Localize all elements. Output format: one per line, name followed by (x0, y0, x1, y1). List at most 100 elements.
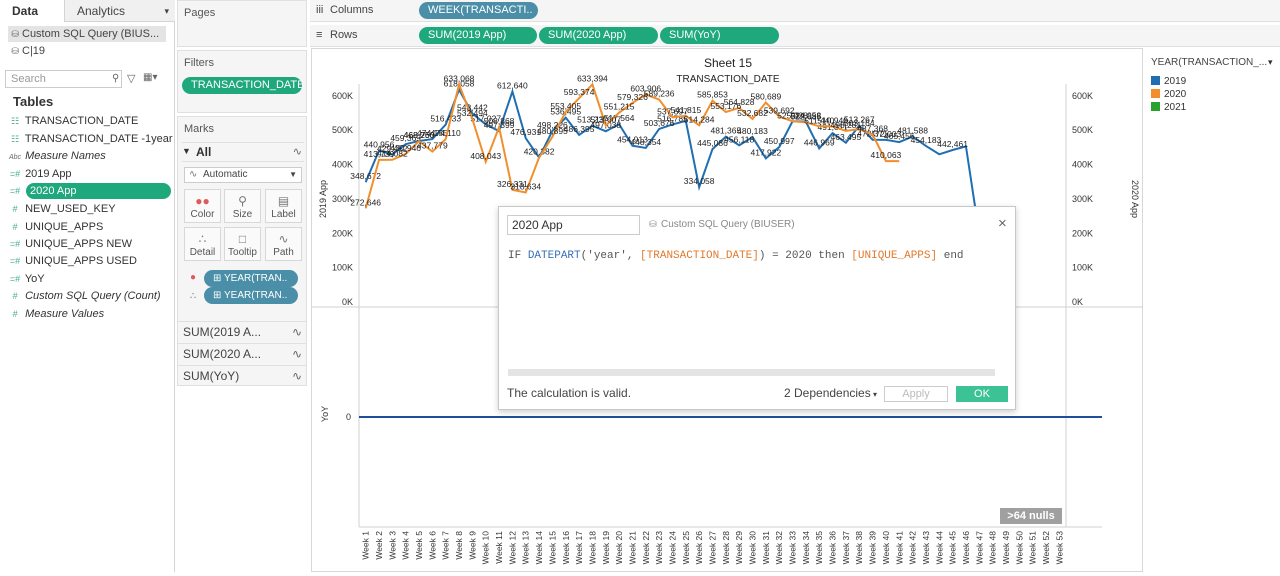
x-tick-label: Week 10 (481, 531, 491, 565)
chevron-icon: ▾ (164, 6, 169, 16)
y-tick-left: 100K (332, 263, 353, 273)
ok-button[interactable]: OK (956, 386, 1008, 402)
size-button[interactable]: ⚲ Size (224, 189, 261, 223)
card-sum-2020-app[interactable]: SUM(2020 A... ∿ (178, 343, 306, 363)
legend-item-2021[interactable]: 2021 (1151, 102, 1186, 113)
data-label-2020: 589,236 (644, 89, 675, 99)
field-2020-app[interactable]: 2020 App (26, 183, 171, 199)
tooltip-button[interactable]: □ Tooltip (224, 227, 261, 261)
rows-pill-2019-app[interactable]: SUM(2019 App) (419, 27, 537, 44)
detail-button[interactable]: ∴ Detail (184, 227, 221, 261)
data-label-2019: 513,267 (844, 115, 875, 125)
formula-field-apps: [UNIQUE_APPS] (851, 250, 938, 262)
legend-title: YEAR(TRANSACTION_... (1151, 57, 1268, 68)
x-tick-label: Week 51 (1028, 531, 1038, 565)
path-button[interactable]: ∿ Path (265, 227, 302, 261)
tab-data[interactable]: Data (0, 0, 64, 22)
marks-pill-year-detail[interactable]: ⊞ YEAR(TRAN.. (204, 287, 298, 304)
columns-shelf[interactable]: iii Columns WEEK(TRANSACTI.. (310, 0, 1280, 22)
color-button[interactable]: ●● Color (184, 189, 221, 223)
nulls-badge[interactable]: >64 nulls (1000, 508, 1062, 524)
data-label-2019: 513,237 (577, 115, 608, 125)
data-label-2020: 553,405 (550, 101, 581, 111)
data-label-2020: 532,682 (737, 108, 768, 118)
filter-pill-transaction-date[interactable]: TRANSACTION_DATE (182, 77, 302, 94)
x-tick-label: Week 32 (774, 531, 784, 565)
calc-name-input[interactable]: 2020 App (507, 215, 640, 235)
search-input[interactable]: Search (5, 70, 122, 88)
field-new-used-key[interactable]: # NEW_USED_KEY (8, 201, 171, 217)
tab-analytics[interactable]: Analytics ▾ (64, 0, 175, 22)
datasource-item[interactable]: ⛁ Custom SQL Query (BIUS... (8, 26, 166, 42)
field-measure-names[interactable]: Abc Measure Names (8, 148, 171, 164)
x-tick-label: Week 45 (948, 531, 958, 565)
rows-pill-2020-app[interactable]: SUM(2020 App) (539, 27, 658, 44)
datasource-item[interactable]: ⛁ C|19 (8, 43, 166, 59)
data-label-2019: 334,058 (684, 176, 715, 186)
field-unique-apps[interactable]: # UNIQUE_APPS (8, 219, 171, 235)
formula-field-date: [TRANSACTION_DATE] (640, 250, 759, 262)
card-sum-2019-app[interactable]: SUM(2019 A... ∿ (178, 321, 306, 341)
color-label: Color (190, 209, 215, 220)
x-tick-label: Week 43 (921, 531, 931, 565)
field-yoy[interactable]: =# YoY (8, 271, 171, 287)
card-sum-yoy[interactable]: SUM(YoY) ∿ (178, 365, 306, 385)
legend-swatch (1151, 89, 1160, 98)
columns-pill-week[interactable]: WEEK(TRANSACTI.. (419, 2, 538, 19)
path-icon: ∿ (278, 232, 289, 246)
field-custom-sql-count[interactable]: # Custom SQL Query (Count) (8, 288, 171, 304)
data-label-2020: 532,494 (457, 108, 488, 118)
marks-pill-year-color[interactable]: ⊞ YEAR(TRAN.. (204, 270, 298, 287)
filters-shelf[interactable]: Filters TRANSACTION_DATE (177, 50, 307, 113)
legend-item-2019[interactable]: 2019 (1151, 76, 1186, 87)
view-options-icon[interactable]: ▦▾ (143, 72, 158, 83)
dependencies-dropdown[interactable]: 2 Dependencies ▾ (784, 386, 877, 400)
rows-pill-yoy[interactable]: SUM(YoY) (660, 27, 779, 44)
close-icon[interactable]: × (998, 215, 1007, 232)
data-label-2019: 516,785 (657, 113, 688, 123)
field-measure-values[interactable]: # Measure Values (8, 306, 171, 322)
data-label-2020: 580,689 (750, 92, 781, 102)
data-label-2020: 522,685 (791, 111, 822, 121)
marks-pill-label: YEAR(TRAN.. (223, 290, 288, 301)
data-label-2019: 517,027 (470, 113, 501, 123)
data-label-2019: 420,382 (524, 147, 555, 157)
field-unique-apps-new[interactable]: =# UNIQUE_APPS NEW (8, 236, 171, 252)
apply-button[interactable]: Apply (884, 386, 948, 402)
calc-source: Custom SQL Query (BIUSER) (661, 219, 795, 230)
mark-type-select[interactable]: ∿ Automatic ▼ (184, 167, 302, 183)
rows-shelf[interactable]: ≡ Rows SUM(2019 App) SUM(2020 App) SUM(Y… (310, 25, 1280, 47)
data-label-2020: 513,607 (590, 115, 621, 125)
x-tick-label: Week 13 (521, 531, 531, 565)
data-label-2020: 272,646 (350, 197, 381, 207)
data-label-2019: 472,003 (871, 129, 902, 139)
field-unique-apps-used[interactable]: =# UNIQUE_APPS USED (8, 253, 171, 269)
data-label-2019: 463,495 (831, 132, 862, 142)
field-transaction-date[interactable]: ☷ TRANSACTION_DATE (8, 113, 171, 129)
pages-shelf[interactable]: Pages (177, 0, 307, 47)
legend-menu-icon[interactable]: ▾ (1268, 57, 1273, 67)
yoy-tick-zero: 0 (346, 412, 351, 422)
data-label-2020: 487,368 (857, 124, 888, 134)
label-button[interactable]: ▤ Label (265, 189, 302, 223)
field-transaction-date-1year[interactable]: ☷ TRANSACTION_DATE -1year (8, 131, 173, 147)
data-label-2020: 633,068 (444, 74, 475, 84)
calc-formula-editor[interactable]: IF DATEPART('year', [TRANSACTION_DATE]) … (508, 250, 964, 262)
x-tick-label: Week 19 (601, 531, 611, 565)
marks-all-row[interactable]: ▼ All ∿ (182, 142, 304, 162)
field-label: Custom SQL Query (Count) (25, 290, 161, 302)
filter-icon[interactable]: ▽ (127, 73, 136, 85)
legend-swatch (1151, 76, 1160, 85)
data-label-2020: 498,281 (831, 120, 862, 130)
field-2019-app[interactable]: =# 2019 App (8, 166, 171, 182)
field-2020-app-row[interactable]: =# (8, 183, 171, 199)
line-chart-icon: ∿ (291, 347, 302, 361)
formula-keyword-if: IF (508, 250, 522, 262)
legend-item-2020[interactable]: 2020 (1151, 89, 1186, 100)
detail-label: Detail (189, 247, 216, 258)
data-label-2020: 318,634 (510, 182, 541, 192)
detail-icon: ∴ (198, 232, 207, 246)
rows-icon: ≡ (316, 29, 323, 41)
horizontal-scrollbar[interactable] (508, 369, 995, 376)
calc-icon: =# (9, 239, 21, 249)
